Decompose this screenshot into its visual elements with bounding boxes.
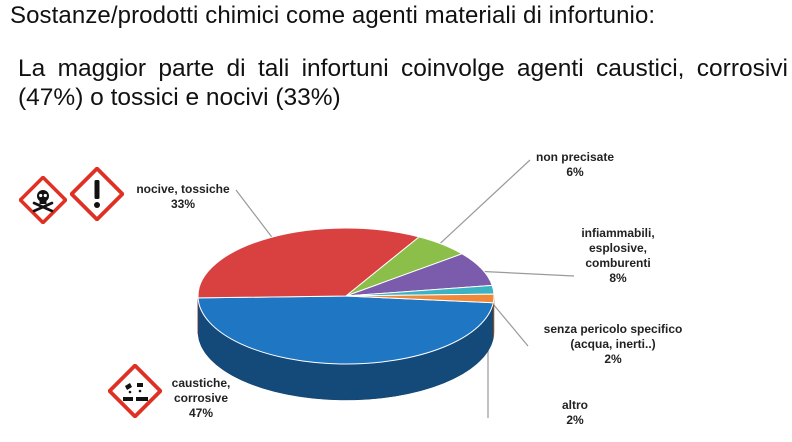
pie-slices xyxy=(197,227,495,401)
exclamation-hazard-icon xyxy=(68,165,126,226)
leader-line-2 xyxy=(434,159,531,249)
slice-label: caustiche, corrosive xyxy=(171,376,231,405)
leader-line-3 xyxy=(470,270,575,277)
label-altro: altro 2% xyxy=(545,398,605,428)
slice-percent: 47% xyxy=(188,406,214,420)
slice-percent: 2% xyxy=(604,352,622,366)
slice-percent: 2% xyxy=(566,413,584,427)
label-infiammabili: infiammabili, esplosive, comburenti 8% xyxy=(572,226,664,286)
slice-label: senza pericolo specifico (acqua, inerti.… xyxy=(543,322,683,351)
slice-label: nocive, tossiche xyxy=(136,182,230,196)
slice-percent: 8% xyxy=(609,271,627,285)
slide-subtitle: La maggior parte di tali infortuni coinv… xyxy=(18,55,788,111)
label-senza-pericolo: senza pericolo specifico (acqua, inerti.… xyxy=(528,322,698,367)
label-caustiche-corrosive: caustiche, corrosive 47% xyxy=(160,376,242,421)
pie-slice-1 xyxy=(197,227,421,299)
corrosive-hazard-icon xyxy=(106,362,164,423)
pie-slice-0 xyxy=(197,295,494,365)
leader-line-1 xyxy=(235,189,277,243)
slice-percent: 33% xyxy=(170,197,196,211)
slice-label: non precisate xyxy=(535,150,615,164)
label-non-precisate: non precisate 6% xyxy=(520,150,630,180)
slice-label: infiammabili, esplosive, comburenti xyxy=(581,226,655,270)
skull-crossbones-hazard-icon xyxy=(17,174,69,229)
slice-percent: 6% xyxy=(566,165,584,179)
slice-label: altro xyxy=(561,398,588,412)
slide-title: Sostanze/prodotti chimici come agenti ma… xyxy=(10,2,656,29)
label-nocive-tossiche: nocive, tossiche 33% xyxy=(124,182,242,212)
pie-slice-5 xyxy=(345,293,495,304)
